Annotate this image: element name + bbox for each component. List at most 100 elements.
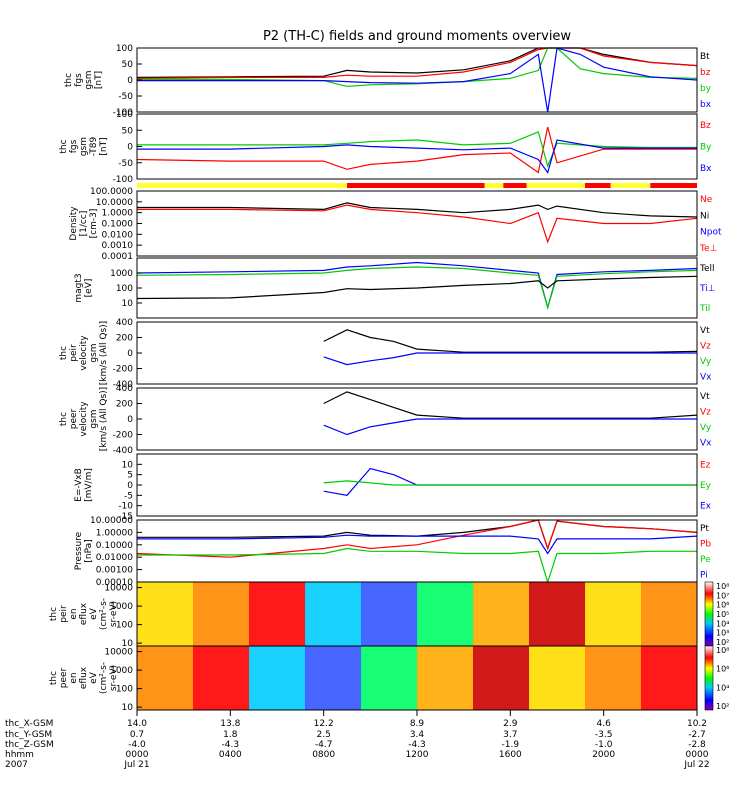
legend-label: Ez <box>700 460 711 470</box>
series-line-Vx <box>323 352 697 366</box>
y-tick-label: -200 <box>113 365 134 375</box>
x-axis-value: Jul 22 <box>683 760 709 770</box>
y-axis-label-line: gsm <box>84 70 94 89</box>
y-axis-label-line: [cm-3] <box>89 209 99 239</box>
heatmap-cell <box>137 582 194 646</box>
y-tick-label: 0 <box>127 481 133 491</box>
y-axis-label-line: eV <box>89 607 99 620</box>
y-axis-label-line: sr-eV) <box>109 601 119 627</box>
series-line-Pb <box>136 519 698 558</box>
legend-label: Vx <box>700 438 712 448</box>
y-axis-label-line: thc <box>59 346 69 360</box>
y-axis-label-line: [nPa] <box>84 539 94 562</box>
heatmap-cell <box>361 646 418 710</box>
x-axis-value: 12.2 <box>314 719 334 729</box>
legend-label: Vz <box>700 407 711 417</box>
y-axis-label-line: eV <box>89 671 99 684</box>
y-tick-label: 100 <box>116 284 133 294</box>
colorbar <box>704 581 714 647</box>
y-tick-label: 5 <box>127 471 133 481</box>
series-line-Vt <box>323 391 698 419</box>
y-axis-label-line: magt3 <box>74 273 84 302</box>
legend-label: Vx <box>700 372 712 382</box>
x-axis-row-label: 2007 <box>5 760 28 770</box>
mode-bar <box>137 183 697 188</box>
panel-7: 10.00000 1.00000 0.10000 0.01000 0.00100 0.00… <box>74 516 711 588</box>
mode-segment <box>137 183 347 188</box>
y-axis-label-line: peir <box>69 344 79 362</box>
y-tick-label: -5 <box>124 491 133 501</box>
y-tick-label: -400 <box>113 446 134 456</box>
y-tick-label: 1000 <box>110 269 133 279</box>
y-tick-label: 10.0000 <box>96 198 133 208</box>
x-axis-value: -3.5 <box>595 730 613 740</box>
y-tick-label: 10 <box>122 639 134 649</box>
colorbar-tick-label: 10⁶ <box>716 601 729 610</box>
y-axis-label-line: thc <box>59 412 69 426</box>
series-line-Vt <box>323 329 698 353</box>
y-axis-label-line: thc <box>59 139 69 153</box>
legend-label: Vt <box>700 392 710 402</box>
y-axis-label-line: gsm <box>79 137 89 156</box>
y-axis-label-line: (cm²-s- <box>99 598 109 630</box>
y-axis-label-line: [mV/m] <box>84 468 94 502</box>
x-axis-value: 1.8 <box>223 730 238 740</box>
legend-label: Ex <box>700 502 712 512</box>
y-tick-label: -100 <box>113 175 134 185</box>
y-tick-label: 0 <box>127 76 133 86</box>
y-tick-label: 0.00010 <box>96 578 133 588</box>
y-tick-label: -100 <box>113 108 134 118</box>
legend-label: Ti⊥ <box>699 284 716 294</box>
y-axis-label-line: peer <box>59 667 69 688</box>
y-axis-label-line: eflux <box>79 602 89 625</box>
y-tick-label: 0.0100 <box>102 230 134 240</box>
x-axis-value: -4.3 <box>408 740 426 750</box>
panel-1: 100 50 0 -50 -100 thc fgs gsm -T89 [nT] Bz By Bx <box>59 110 712 185</box>
series-line-Pe <box>137 547 697 584</box>
y-tick-label: 0 <box>127 349 133 359</box>
x-axis-value: 0.7 <box>130 730 144 740</box>
y-tick-label: 1000 <box>110 666 133 676</box>
x-axis-row-label: thc_Y-GSM <box>5 730 52 740</box>
y-tick-label: 200 <box>116 400 133 410</box>
series-line-Vx <box>323 418 697 436</box>
x-axis-value: 2.5 <box>317 730 331 740</box>
y-axis-label-line: en <box>69 608 79 619</box>
heatmap-cell <box>641 582 698 646</box>
y-tick-label: 100 <box>116 44 133 54</box>
legend-label: Ey <box>700 481 712 491</box>
x-axis-value: 8.9 <box>410 719 425 729</box>
colorbar-tick-label: 10⁴ <box>716 619 729 628</box>
series-line-Bt <box>136 47 698 78</box>
heatmap-cell <box>473 646 530 710</box>
y-tick-label: -50 <box>118 92 133 102</box>
y-axis-label-line: -T89 <box>89 137 99 157</box>
y-tick-label: 50 <box>122 126 134 136</box>
heatmap-cell <box>529 646 586 710</box>
legend-label: Pi <box>700 570 708 580</box>
x-axis-value: -1.9 <box>502 740 520 750</box>
x-axis-value: -4.0 <box>128 740 146 750</box>
y-tick-label: 0 <box>127 415 133 425</box>
legend-label: Til <box>699 304 710 314</box>
y-tick-label: 1000 <box>110 602 133 612</box>
series-line-Ti⊥ <box>136 261 698 310</box>
x-axis-value: -4.3 <box>222 740 240 750</box>
x-axis-row-label: hhmm <box>5 750 34 760</box>
heatmap-cell <box>249 582 306 646</box>
x-axis-value: 13.8 <box>220 719 240 729</box>
heatmap-cell <box>361 582 418 646</box>
y-tick-label: 100 <box>116 621 133 631</box>
y-axis-label-line: velocity <box>79 401 89 437</box>
series-line-Ne <box>137 204 698 244</box>
series-line-Ni <box>137 202 698 218</box>
legend-label: Bt <box>700 52 710 62</box>
y-tick-label: 10 <box>122 460 134 470</box>
legend-label: Ni <box>700 211 709 221</box>
y-tick-label: 100.0000 <box>90 187 133 197</box>
x-axis-value: 0000 <box>126 750 149 760</box>
series-line-Pi <box>137 534 698 555</box>
x-axis-value: 1200 <box>406 750 429 760</box>
